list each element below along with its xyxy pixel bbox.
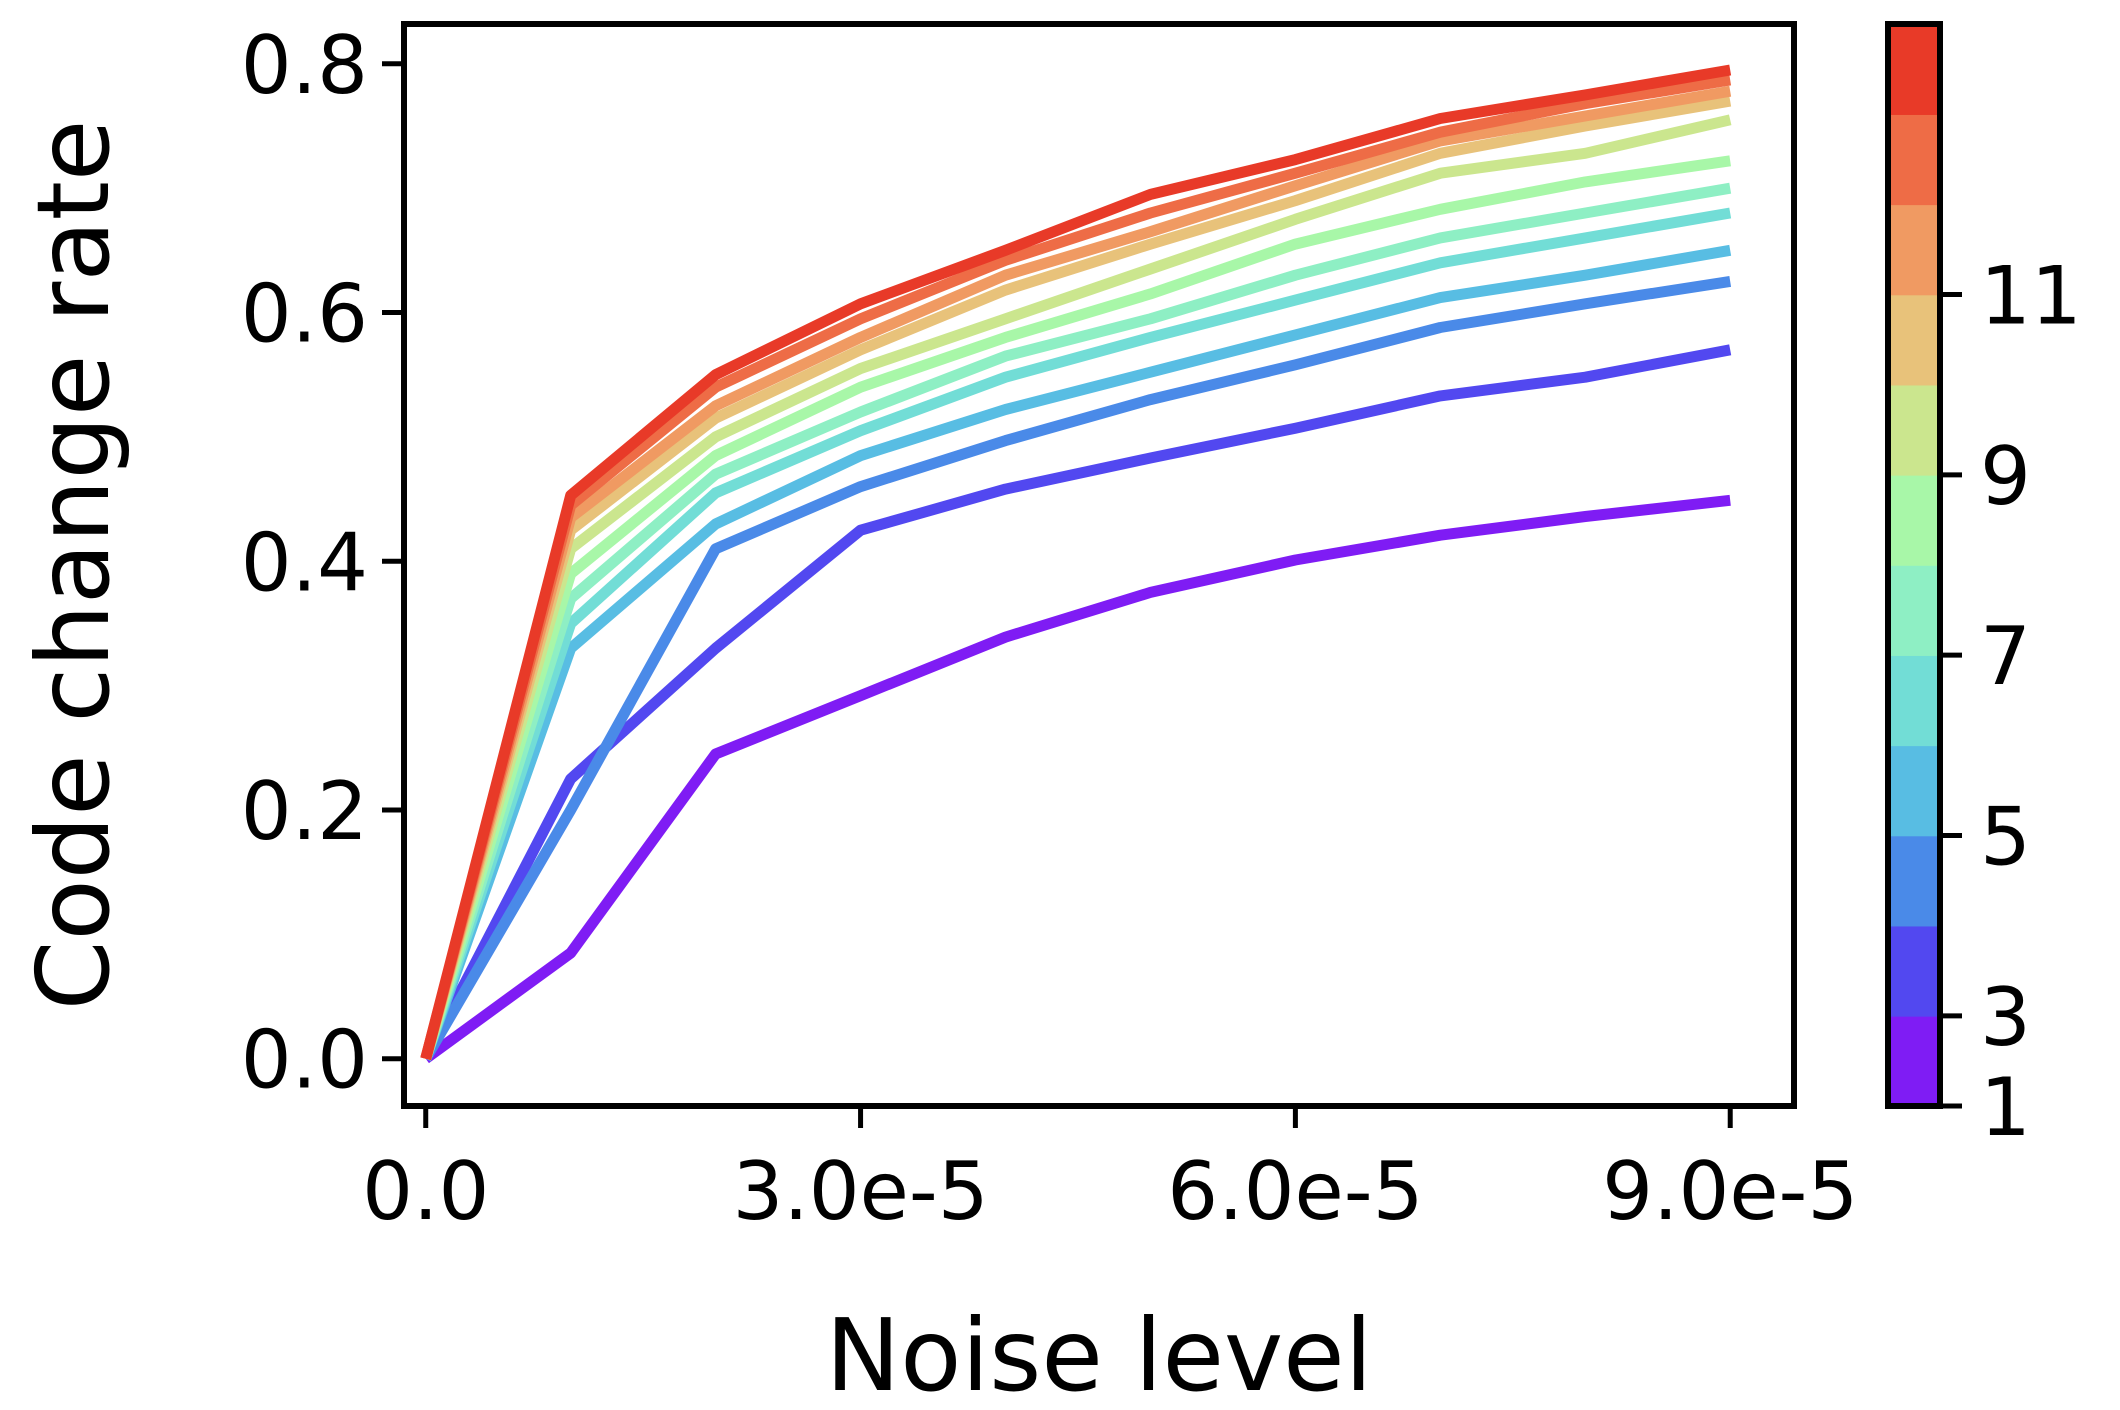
x-tick-label: 0.0: [362, 1145, 489, 1238]
x-tick-label: 9.0e-5: [1602, 1145, 1858, 1238]
series-line-6: [420, 182, 1732, 1061]
series-line-10: [420, 85, 1732, 1061]
series-line-3: [420, 275, 1732, 1062]
y-tick-label: 0.4: [241, 516, 368, 609]
colorbar-segment: [1888, 24, 1940, 115]
colorbar-tick-label: 7: [1980, 610, 2031, 703]
series-line-2: [420, 344, 1732, 1062]
colorbar-segment: [1888, 474, 1940, 566]
series-line-4: [420, 244, 1732, 1061]
colorbar-tick-label: 3: [1980, 971, 2031, 1064]
series-line-8: [420, 114, 1732, 1061]
colorbar-tick-label: 5: [1980, 791, 2031, 884]
y-axis-label: Code change rate: [15, 120, 132, 1011]
colorbar-segment: [1888, 204, 1940, 296]
colorbar-segment: [1888, 1015, 1940, 1107]
colorbar-tick-label: 11: [1980, 250, 2082, 343]
colorbar-segment: [1888, 565, 1940, 656]
colorbar-segment: [1888, 655, 1940, 747]
colorbar-segment: [1888, 745, 1940, 837]
x-axis: 0.0 3.0e-5 6.0e-5 9.0e-5: [362, 1106, 1858, 1238]
series-line-12: [420, 64, 1732, 1061]
plot-frame: [401, 21, 1797, 1109]
x-axis-label: Noise level: [826, 1297, 1373, 1410]
y-axis: 0.0 0.2 0.4 0.6 0.8: [241, 19, 404, 1107]
colorbar-segment: [1888, 114, 1940, 206]
colorbar-segment: [1888, 294, 1940, 386]
colorbar-frame: [1885, 21, 1943, 1109]
series-line-11: [420, 74, 1732, 1061]
series-line-7: [420, 155, 1731, 1061]
colorbar-segment: [1888, 925, 1940, 1017]
series-line-5: [420, 207, 1732, 1061]
y-tick-label: 0.2: [241, 765, 368, 858]
x-tick-label: 3.0e-5: [732, 1145, 988, 1238]
colorbar-segment: [1888, 835, 1940, 927]
y-tick-label: 0.8: [241, 19, 368, 112]
series-line-1: [422, 494, 1731, 1064]
colorbar-tick-label: 9: [1980, 430, 2031, 523]
colorbar: 13 5 7 9 11: [1885, 21, 2082, 1154]
y-tick-label: 0.6: [241, 268, 368, 361]
series-line-9: [420, 95, 1732, 1061]
x-tick-label: 6.0e-5: [1167, 1145, 1423, 1238]
y-tick-label: 0.0: [241, 1014, 368, 1107]
colorbar-tick-label: 1: [1980, 1061, 2031, 1154]
colorbar-segment: [1888, 384, 1940, 476]
series-layer: [420, 64, 1732, 1064]
